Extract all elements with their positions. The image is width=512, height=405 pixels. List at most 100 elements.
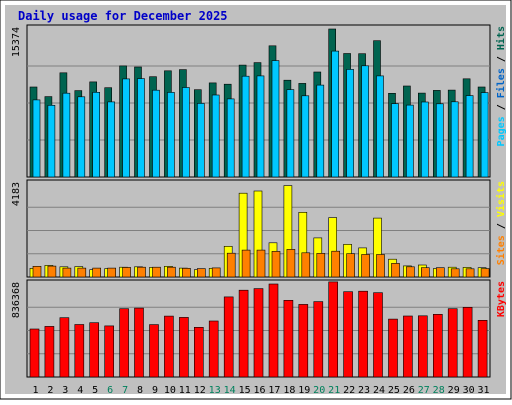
bar-files-day-24 [376,75,384,178]
panel-kbytes-legend: KBytes [496,281,507,317]
bar-files-day-20 [316,84,325,178]
legend-item-sites: Sites [495,235,507,265]
x-tick-label-day-4: 4 [77,385,83,396]
bar-files-day-1 [32,99,41,178]
bar-sites-day-27 [420,267,430,278]
bar-files-day-8 [137,78,145,178]
bar-sites-day-1 [32,265,42,278]
bar-sites-day-21 [331,250,341,278]
bar-sites-day-13 [211,267,221,278]
x-tick-label-day-21: 21 [328,385,340,396]
bar-sites-day-5 [92,267,101,278]
x-tick-label-day-27: 27 [418,385,430,396]
bar-sites-day-28 [435,267,445,278]
bar-sites-day-8 [137,266,146,278]
bar-files-day-13 [211,94,220,178]
x-tick-label-day-13: 13 [209,385,221,396]
panel-hits-legend: Pages / Files / Hits [495,26,507,146]
bar-sites-day-15 [241,249,251,278]
panel-kbytes: 836368 KBytes [11,279,507,378]
bar-files-day-11 [182,87,190,178]
legend-item-hits: Hits [495,26,507,50]
bar-files-day-23 [361,65,369,178]
bar-sites-day-31 [480,268,490,278]
x-tick-label-day-22: 22 [343,385,355,396]
bar-kbytes-day-24 [373,292,383,378]
bar-sites-day-16 [256,249,266,278]
x-tick-label-day-14: 14 [224,385,236,396]
bar-kbytes-day-3 [59,317,70,378]
bar-sites-day-18 [286,249,296,278]
bar-sites-day-14 [226,252,236,278]
bar-sites-day-30 [465,268,475,278]
x-tick-label-day-29: 29 [448,385,460,396]
bar-kbytes-day-5 [89,322,99,378]
bar-kbytes-day-31 [477,319,488,378]
bar-files-day-10 [167,92,175,178]
bar-sites-day-7 [122,267,131,278]
legend-separator: / [496,50,507,68]
bar-kbytes-day-4 [74,324,85,378]
bar-sites-day-11 [182,267,191,278]
x-tick-label-day-1: 1 [32,385,38,396]
bar-kbytes-day-8 [134,307,144,378]
bar-sites-day-29 [450,268,460,278]
bar-kbytes-day-25 [388,318,398,378]
bar-sites-day-17 [271,251,281,278]
bar-kbytes-day-27 [417,315,428,378]
bar-files-day-7 [122,78,130,178]
bar-kbytes-day-20 [313,301,324,378]
series-files [32,50,489,178]
bar-kbytes-day-11 [179,317,189,378]
bar-kbytes-day-13 [208,320,219,378]
bar-kbytes-day-12 [194,326,204,378]
x-tick-label-day-20: 20 [313,385,325,396]
bar-sites-day-20 [316,253,326,278]
bar-files-day-6 [107,101,115,178]
bar-kbytes-day-16 [253,288,264,378]
bar-sites-day-4 [77,267,87,278]
x-tick-label-day-23: 23 [358,385,370,396]
bar-sites-day-26 [406,266,415,278]
bar-files-day-15 [241,75,250,178]
bar-kbytes-day-6 [104,325,114,378]
x-tick-label-day-31: 31 [477,385,489,396]
x-tick-label-day-17: 17 [268,385,280,396]
legend-item-pages: Pages [496,116,507,146]
bar-files-day-2 [47,105,56,178]
x-tick-label-day-30: 30 [463,385,475,396]
panel-visits: 4183 Sites / Visits [11,179,507,278]
bar-kbytes-day-18 [283,299,294,378]
legend-separator: / [496,98,507,116]
bar-sites-day-10 [167,266,176,278]
bar-sites-day-24 [376,254,385,278]
bar-files-day-14 [226,98,235,178]
bar-kbytes-day-15 [238,289,249,378]
x-tick-label-day-18: 18 [283,385,295,396]
bar-kbytes-day-17 [268,283,279,378]
bar-sites-day-2 [47,265,57,278]
x-tick-label-day-26: 26 [403,385,415,396]
panel-kbytes-max-label: 836368 [11,282,22,318]
x-tick-label-day-6: 6 [107,385,113,396]
x-tick-label-day-3: 3 [62,385,68,396]
bar-files-day-25 [391,103,399,178]
bar-sites-day-22 [346,253,355,278]
x-tick-label-day-19: 19 [298,385,310,396]
bar-kbytes-day-28 [432,313,443,378]
bar-kbytes-day-23 [358,290,368,378]
panel-visits-legend: Sites / Visits [495,181,507,265]
bar-kbytes-day-7 [119,308,129,378]
bar-kbytes-day-29 [447,308,458,378]
bar-files-day-22 [346,69,354,178]
legend-item-visits: Visits [495,181,507,217]
panel-hits-max-label: 15374 [11,27,22,57]
bar-kbytes-day-10 [164,315,174,378]
bar-kbytes-day-2 [44,326,55,378]
legend-item-files: Files [495,68,507,98]
bar-sites-day-9 [152,266,161,278]
bar-sites-day-19 [301,252,311,278]
bar-sites-day-6 [107,267,116,278]
